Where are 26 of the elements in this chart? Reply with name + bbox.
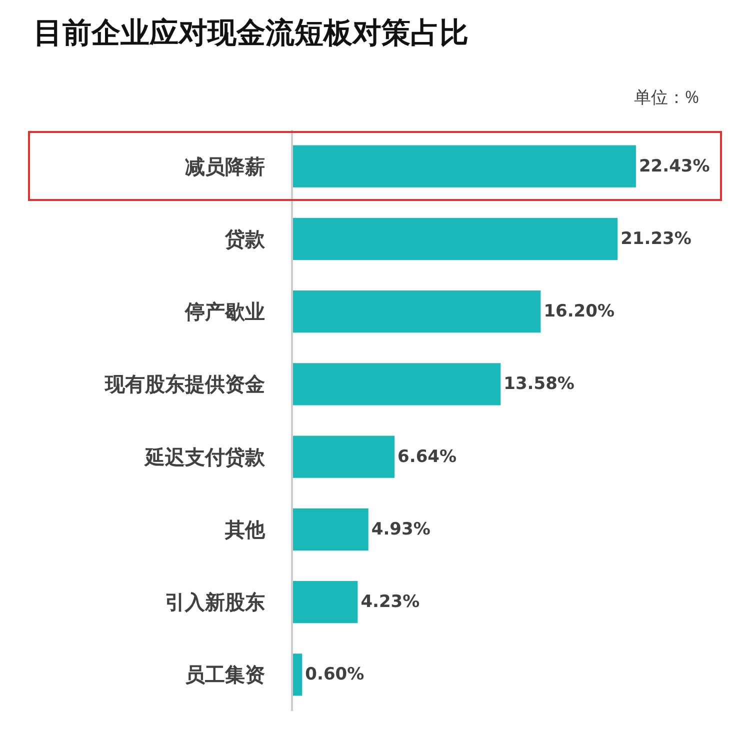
bar [293,654,302,696]
data-label: 21.23% [620,228,692,249]
data-label: 0.60% [305,664,364,685]
y-tick-label: 停产歇业 [184,300,265,324]
bar [293,290,541,333]
bar [293,218,618,260]
data-label: 4.23% [360,592,420,612]
y-tick-label: 贷款 [224,226,266,251]
data-label: 4.93% [371,519,430,540]
bar [293,581,358,624]
chart-title: 目前企业应对现金流短板对策占比 [33,15,468,50]
data-label: 13.58% [504,374,574,394]
y-tick-label: 引入新股东 [165,590,265,614]
data-label: 16.20% [544,302,615,322]
bar [293,145,636,188]
data-label: 6.64% [398,446,457,467]
bar [293,363,501,406]
y-tick-label: 现有股东提供资金 [104,372,265,396]
bar [293,508,368,550]
bar [293,436,395,478]
data-label: 22.43% [638,156,710,176]
y-tick-label: 延迟支付贷款 [143,444,266,469]
y-tick-label: 减员降薪 [185,154,265,178]
y-tick-label: 员工集资 [185,662,265,687]
text: 单位：% [634,85,700,108]
y-tick-label: 其他 [224,517,266,542]
